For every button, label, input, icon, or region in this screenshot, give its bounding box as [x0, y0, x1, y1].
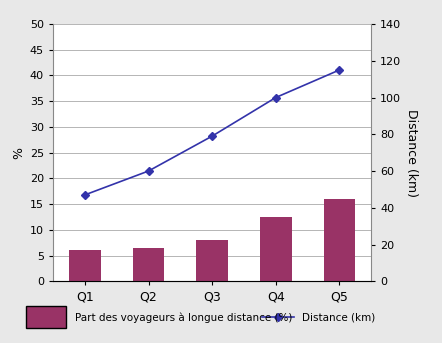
Bar: [196, 240, 228, 281]
Bar: [69, 250, 101, 281]
Y-axis label: %: %: [13, 147, 26, 158]
Text: Part des voyageurs à longue distance (%): Part des voyageurs à longue distance (%): [75, 312, 292, 322]
Bar: [133, 248, 164, 281]
Y-axis label: Distance (km): Distance (km): [405, 109, 418, 197]
Text: Distance (km): Distance (km): [302, 312, 376, 322]
Bar: [260, 217, 292, 281]
FancyBboxPatch shape: [26, 306, 66, 329]
Bar: [324, 199, 355, 281]
